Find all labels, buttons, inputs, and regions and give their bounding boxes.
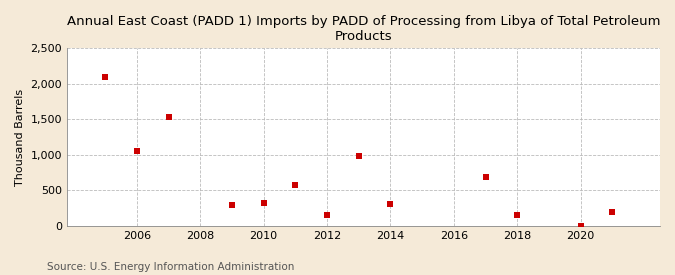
Title: Annual East Coast (PADD 1) Imports by PADD of Processing from Libya of Total Pet: Annual East Coast (PADD 1) Imports by PA… bbox=[67, 15, 660, 43]
Point bbox=[480, 175, 491, 179]
Point bbox=[290, 183, 301, 188]
Point bbox=[259, 201, 269, 205]
Point bbox=[100, 75, 111, 79]
Point bbox=[385, 202, 396, 206]
Point bbox=[354, 154, 364, 158]
Point bbox=[227, 202, 238, 207]
Point bbox=[575, 223, 586, 228]
Point bbox=[512, 213, 522, 218]
Point bbox=[322, 213, 333, 218]
Point bbox=[132, 149, 142, 153]
Point bbox=[163, 115, 174, 119]
Point bbox=[607, 210, 618, 214]
Text: Source: U.S. Energy Information Administration: Source: U.S. Energy Information Administ… bbox=[47, 262, 294, 272]
Y-axis label: Thousand Barrels: Thousand Barrels bbox=[15, 89, 25, 186]
